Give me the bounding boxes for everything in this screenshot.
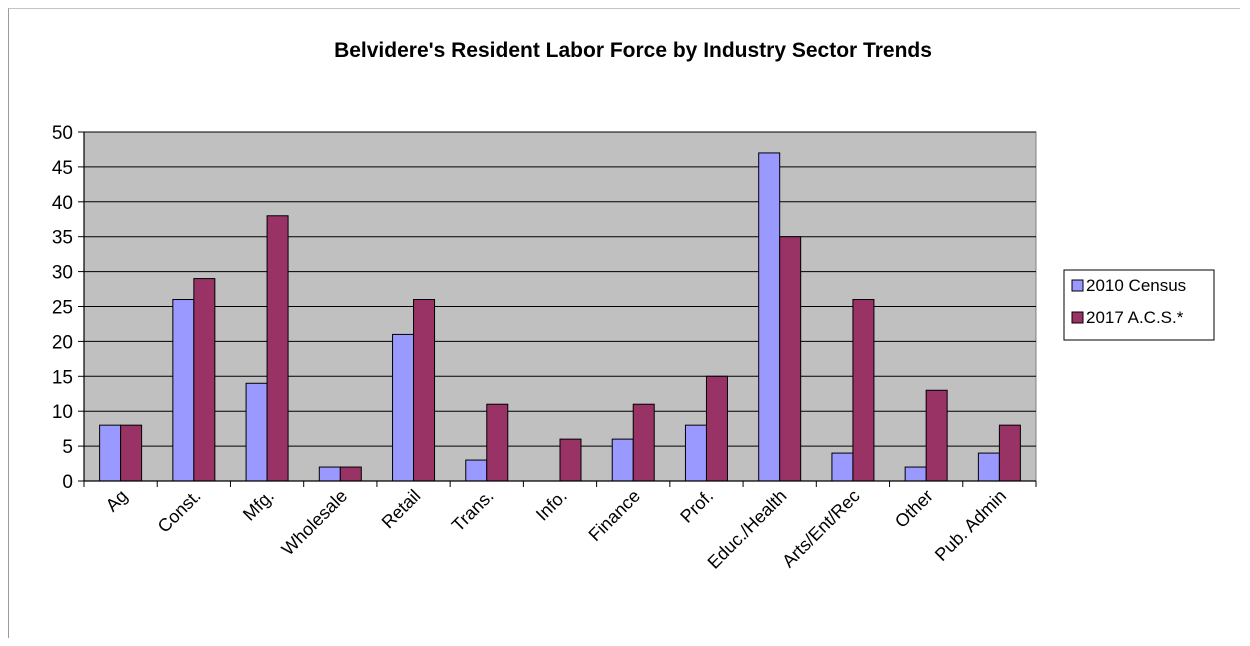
- x-category-label: Arts/Ent/Rec: [778, 486, 864, 572]
- bars: [99, 152, 1021, 482]
- bar-2010-census: [977, 452, 1000, 482]
- y-tick-label: 0: [62, 472, 73, 493]
- chart-title: Belvidere's Resident Labor Force by Indu…: [334, 39, 932, 62]
- bar-2017-acs: [925, 389, 948, 482]
- y-tick-label: 5: [62, 437, 73, 458]
- x-category-label: Finance: [585, 486, 644, 545]
- x-category-label: Pub. Admin: [931, 486, 1010, 565]
- x-category-label: Const.: [154, 486, 205, 537]
- y-tick-label: 10: [52, 402, 73, 423]
- bar-2017-acs: [632, 403, 655, 482]
- x-category-label: Trans.: [448, 486, 498, 536]
- bar-2010-census: [904, 466, 927, 482]
- bar-2010-census: [758, 152, 781, 482]
- bar-2010-census: [99, 424, 122, 482]
- bar-2017-acs: [852, 299, 875, 482]
- bar-2010-census: [465, 459, 488, 482]
- x-category-label: Other: [891, 486, 937, 532]
- y-tick-label: 25: [52, 298, 73, 319]
- x-category-label: Educ./Health: [704, 486, 791, 573]
- bar-2010-census: [172, 299, 195, 482]
- legend-swatch: [1071, 311, 1084, 324]
- bar-2010-census: [684, 424, 707, 482]
- bar-2017-acs: [193, 278, 216, 482]
- bar-2017-acs: [705, 375, 728, 482]
- x-category-label: Prof.: [676, 486, 717, 527]
- y-axis-ticks: 0 5 10 15 20 25 30 35 40 45 50: [52, 123, 84, 493]
- x-category-label: Retail: [378, 486, 425, 533]
- bar-2010-census: [611, 438, 634, 482]
- legend-label: 2010 Census: [1086, 276, 1186, 295]
- x-category-label: Mfg.: [239, 486, 278, 525]
- y-tick-label: 15: [52, 367, 73, 388]
- bar-2010-census: [831, 452, 854, 482]
- x-category-label: Ag: [102, 486, 132, 516]
- y-tick-label: 35: [52, 228, 73, 249]
- legend-label: 2017 A.C.S.*: [1086, 308, 1184, 327]
- legend: 2010 Census 2017 A.C.S.*: [1063, 269, 1215, 341]
- y-tick-label: 40: [52, 193, 73, 214]
- y-tick-label: 45: [52, 158, 73, 179]
- y-tick-label: 50: [52, 123, 73, 144]
- bar-2010-census: [318, 466, 341, 482]
- chart-frame: [8, 8, 1240, 638]
- legend-swatch: [1071, 279, 1084, 292]
- bar-2017-acs: [413, 299, 436, 482]
- bar-2017-acs: [998, 424, 1021, 482]
- legend-box: [1063, 269, 1215, 341]
- y-tick-label: 20: [52, 332, 73, 353]
- bar-2010-census: [392, 333, 415, 482]
- x-axis-ticks: Ag Const. Mfg. Wholesale Retail Trans. Info. Fi…: [83, 481, 1037, 573]
- bar-2017-acs: [559, 438, 582, 482]
- bar-2017-acs: [339, 466, 362, 482]
- bar-2010-census: [245, 382, 268, 482]
- x-category-label: Wholesale: [278, 486, 352, 560]
- bar-2017-acs: [266, 215, 289, 482]
- y-tick-label: 30: [52, 263, 73, 284]
- bar-2017-acs: [120, 424, 143, 482]
- x-category-label: Info.: [532, 486, 571, 525]
- bar-2017-acs: [779, 236, 802, 482]
- bar-2017-acs: [486, 403, 509, 482]
